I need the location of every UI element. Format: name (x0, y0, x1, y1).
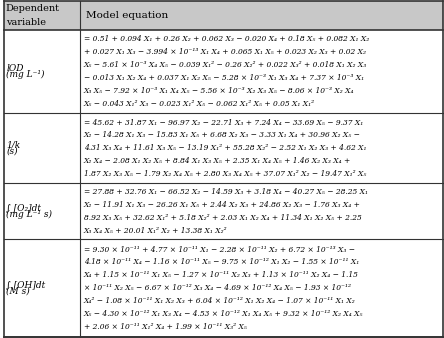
Text: (mg L⁻¹): (mg L⁻¹) (6, 70, 45, 79)
Text: 1/k: 1/k (6, 141, 20, 150)
Text: − 0.013 X₁ X₂ X₄ + 0.037 X₁ X₂ X₅ − 5.28 × 10⁻³ X₁ X₃ X₄ + 7.37 × 10⁻³ X₁: − 0.013 X₁ X₂ X₄ + 0.037 X₁ X₂ X₅ − 5.28… (84, 74, 364, 82)
Text: = 9.30 × 10⁻¹¹ + 4.77 × 10⁻¹¹ X₁ − 2.28 × 10⁻¹¹ X₂ + 6.72 × 10⁻¹³ X₃ −: = 9.30 × 10⁻¹¹ + 4.77 × 10⁻¹¹ X₁ − 2.28 … (84, 245, 355, 254)
Text: ∫ [O₂]dt: ∫ [O₂]dt (6, 204, 41, 213)
Text: X₂ X₄ − 2.08 X₁ X₂ X₅ + 8.84 X₁ X₃ X₅ + 2.35 X₁ X₄ X₅ + 1.46 X₂ X₃ X₄ +: X₂ X₄ − 2.08 X₁ X₂ X₅ + 8.84 X₁ X₃ X₅ + … (84, 157, 351, 165)
Text: X₅ − 0.043 X₁² X₃ − 0.023 X₁² X₅ − 0.062 X₁² X₅ + 0.05 X₁ X₁²: X₅ − 0.043 X₁² X₃ − 0.023 X₁² X₅ − 0.062… (84, 100, 315, 107)
Text: = 0.51 + 0.094 X₁ + 0.26 X₂ + 0.062 X₃ − 0.020 X₄ + 0.18 X₅ + 0.082 X₁ X₂: = 0.51 + 0.094 X₁ + 0.26 X₂ + 0.062 X₃ −… (84, 35, 369, 43)
Text: X₄² − 1.08 × 10⁻¹¹ X₁ X₂ X₃ + 6.04 × 10⁻¹² X₁ X₂ X₄ − 1.07 × 10⁻¹¹ X₁ X₂: X₄² − 1.08 × 10⁻¹¹ X₁ X₂ X₃ + 6.04 × 10⁻… (84, 297, 356, 305)
Text: + 2.06 × 10⁻¹¹ X₁² X₄ + 1.99 × 10⁻¹¹ X₃² X₅: + 2.06 × 10⁻¹¹ X₁² X₄ + 1.99 × 10⁻¹¹ X₃²… (84, 323, 247, 331)
Bar (4, 1, 443, 29)
Text: X₂ − 14.28 X₁ X₃ − 15.83 X₁ X₅ + 6.68 X₂ X₃ − 3.33 X₁ X₄ + 30.96 X₂ X₅ −: X₂ − 14.28 X₁ X₃ − 15.83 X₁ X₅ + 6.68 X₂… (84, 131, 361, 140)
Text: ∫ [OH]dt: ∫ [OH]dt (6, 281, 45, 290)
Text: X₃ X₅ − 7.92 × 10⁻³ X₁ X₄ X₅ − 5.56 × 10⁻³ X₂ X₃ X₅ − 8.06 × 10⁻³ X₂ X₄: X₃ X₅ − 7.92 × 10⁻³ X₁ X₄ X₅ − 5.56 × 10… (84, 87, 354, 95)
Text: variable: variable (6, 18, 46, 27)
Text: 1.87 X₂ X₃ X₅ − 1.79 X₂ X₄ X₅ + 2.80 X₃ X₄ X₅ + 37.07 X₁² X₂ − 19.47 X₁² X₅: 1.87 X₂ X₃ X₅ − 1.79 X₂ X₄ X₅ + 2.80 X₃ … (84, 170, 366, 178)
Text: = 45.62 + 31.87 X₁ − 96.97 X₂ − 22.71 X₃ + 7.24 X₄ − 33.69 X₅ − 9.37 X₁: = 45.62 + 31.87 X₁ − 96.97 X₂ − 22.71 X₃… (84, 119, 363, 127)
Text: 8.92 X₃ X₅ + 32.62 X₁² + 5.18 X₂² + 2.03 X₁ X₂ X₄ + 11.34 X₁ X₂ X₅ + 2.25: 8.92 X₃ X₅ + 32.62 X₁² + 5.18 X₂² + 2.03… (84, 214, 362, 222)
Text: X₅ − 4.30 × 10⁻¹² X₁ X₃ X₄ − 4.53 × 10⁻¹² X₁ X₄ X₅ + 9.32 × 10⁻¹² X₂ X₄ X₅: X₅ − 4.30 × 10⁻¹² X₁ X₃ X₄ − 4.53 × 10⁻¹… (84, 310, 364, 318)
Text: X₄ + 1.15 × 10⁻¹¹ X₁ X₅ − 1.27 × 10⁻¹¹ X₂ X₃ + 1.13 × 10⁻¹¹ X₂ X₄ − 1.15: X₄ + 1.15 × 10⁻¹¹ X₁ X₅ − 1.27 × 10⁻¹¹ X… (84, 271, 359, 279)
Text: 4.18 × 10⁻¹¹ X₄ − 1.16 × 10⁻¹¹ X₅ − 9.75 × 10⁻¹² X₁ X₂ − 1.55 × 10⁻¹¹ X₁: 4.18 × 10⁻¹¹ X₄ − 1.16 × 10⁻¹¹ X₅ − 9.75… (84, 258, 359, 266)
Text: Dependent: Dependent (6, 4, 60, 13)
Text: (s): (s) (6, 147, 18, 156)
Text: X₃ X₄ X₅ + 20.01 X₁² X₂ + 13.38 X₁ X₂²: X₃ X₄ X₅ + 20.01 X₁² X₂ + 13.38 X₁ X₂² (84, 226, 228, 235)
Text: (M s): (M s) (6, 287, 30, 296)
Text: = 27.88 + 32.76 X₁ − 66.52 X₂ − 14.59 X₃ + 3.18 X₄ − 40.27 X₅ − 28.25 X₁: = 27.88 + 32.76 X₁ − 66.52 X₂ − 14.59 X₃… (84, 188, 368, 196)
Text: lOD: lOD (6, 64, 24, 73)
Text: X₅ − 5.61 × 10⁻³ X₄ X₅ − 0.039 X₁² − 0.26 X₂² + 0.022 X₃² + 0.018 X₁ X₂ X₃: X₅ − 5.61 × 10⁻³ X₄ X₅ − 0.039 X₁² − 0.2… (84, 61, 367, 69)
Text: Model equation: Model equation (86, 11, 168, 20)
Text: (mg L⁻¹ s): (mg L⁻¹ s) (6, 210, 52, 219)
Text: × 10⁻¹¹ X₂ X₅ − 6.67 × 10⁻¹² X₃ X₄ − 4.69 × 10⁻¹² X₄ X₅ − 1.93 × 10⁻¹²: × 10⁻¹¹ X₂ X₅ − 6.67 × 10⁻¹² X₃ X₄ − 4.6… (84, 284, 351, 292)
Text: + 0.027 X₁ X₃ − 3.994 × 10⁻¹³ X₁ X₄ + 0.065 X₁ X₅ + 0.023 X₂ X₃ + 0.02 X₂: + 0.027 X₁ X₃ − 3.994 × 10⁻¹³ X₁ X₄ + 0.… (84, 48, 366, 56)
Text: X₂ − 11.91 X₁ X₃ − 26.26 X₁ X₅ + 2.44 X₂ X₃ + 24.86 X₂ X₃ − 1.76 X₃ X₄ +: X₂ − 11.91 X₁ X₃ − 26.26 X₁ X₅ + 2.44 X₂… (84, 201, 361, 209)
Text: 4.31 X₃ X₄ + 11.61 X₃ X₅ − 13.19 X₁² + 55.28 X₂² − 2.52 X₁ X₂ X₃ + 4.62 X₁: 4.31 X₃ X₄ + 11.61 X₃ X₅ − 13.19 X₁² + 5… (84, 144, 366, 152)
